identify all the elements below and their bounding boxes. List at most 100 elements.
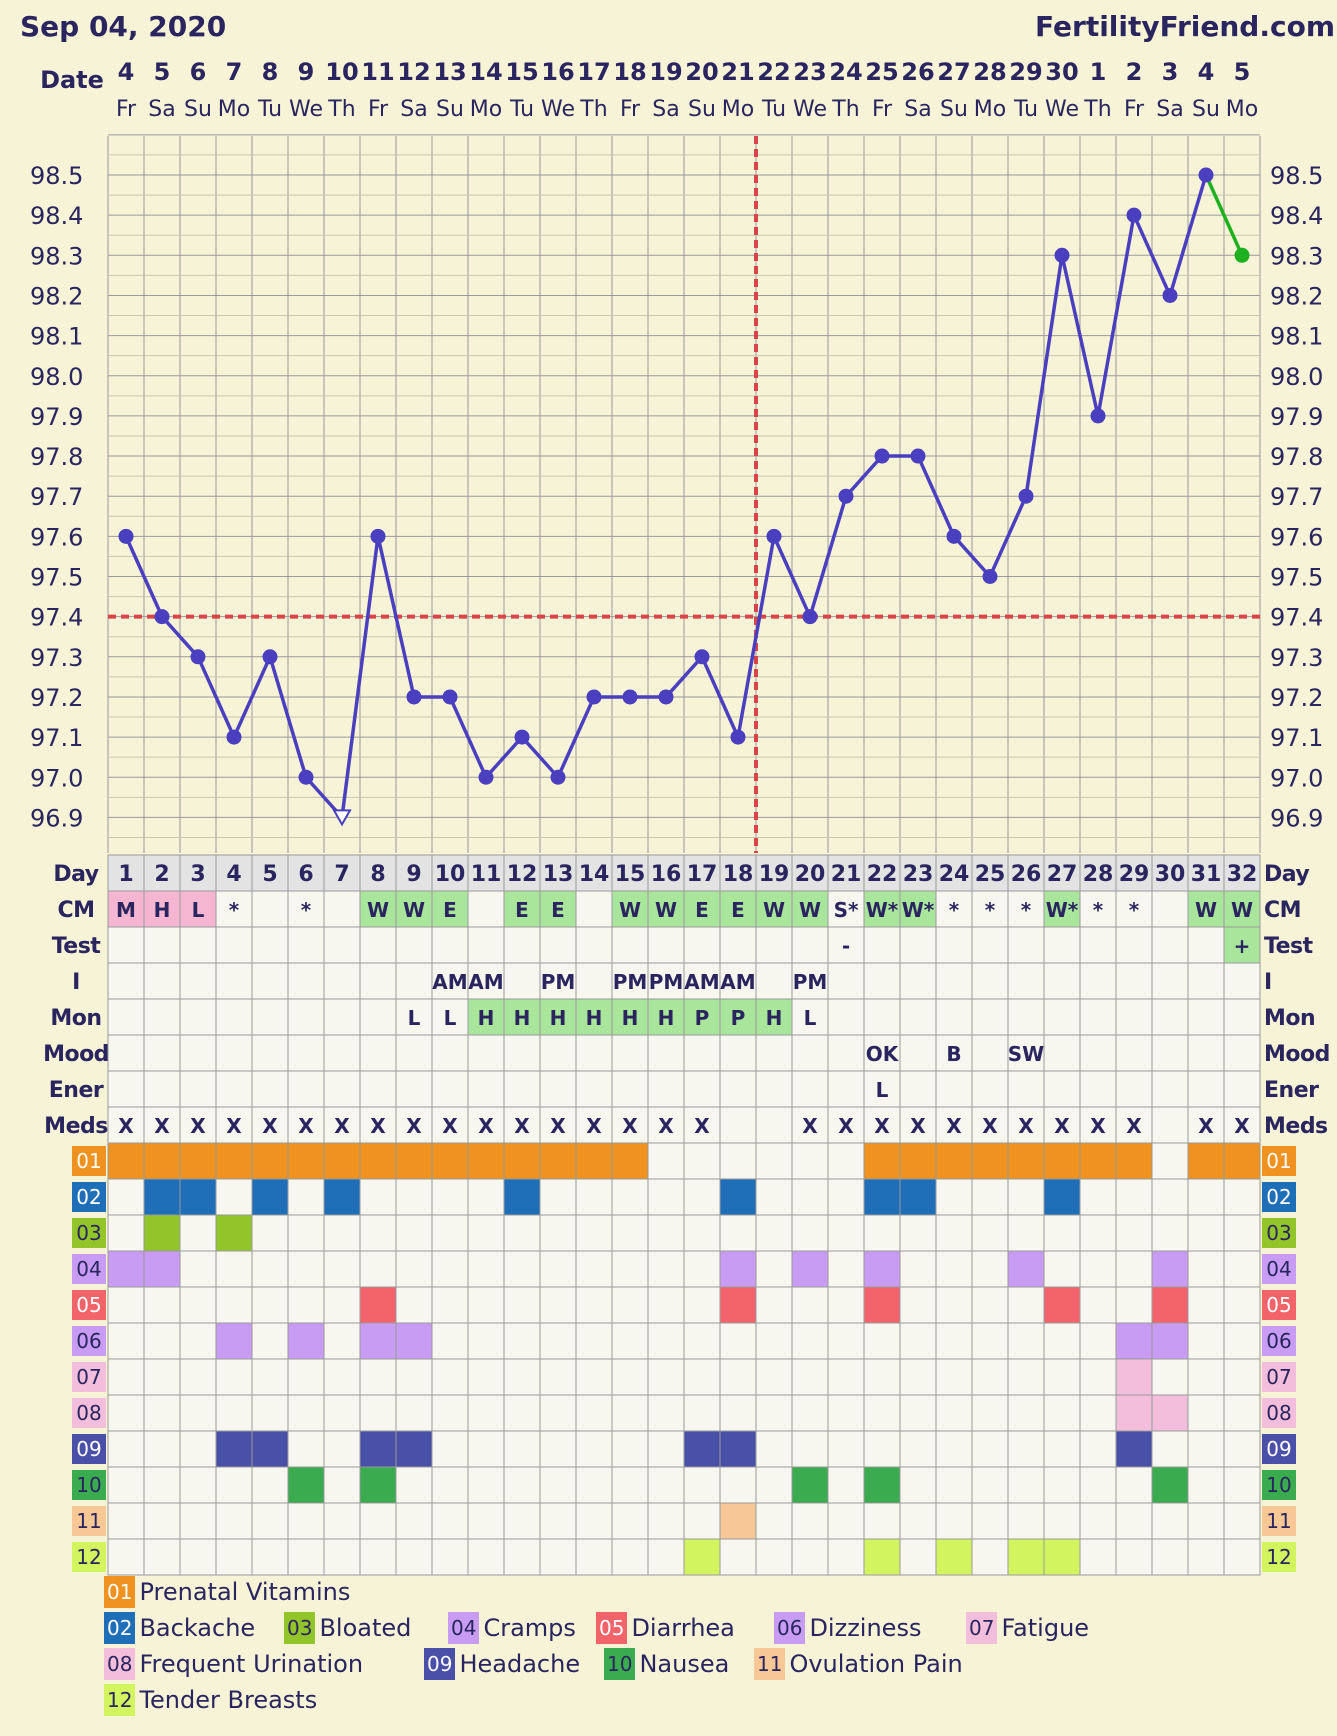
symptom-cell [647,1502,685,1540]
intercourse-cell [539,962,577,1000]
energy-cell [575,1070,613,1108]
legend-swatch: 06 [774,1612,806,1644]
temperature-point [910,448,926,464]
test-cell [647,926,685,964]
cm-value: W [1195,898,1217,922]
meds-value: X [1198,1114,1214,1138]
temperature-point [1162,287,1178,303]
day-value: 4 [226,862,241,887]
y-tick-left: 97.2 [30,684,83,712]
monitor-value: H [766,1006,783,1030]
temperature-point [514,729,530,745]
date-label: 1 [1090,58,1107,86]
temperature-point [946,528,962,544]
symptom-cell [107,1286,145,1324]
test-cell [1115,926,1153,964]
symptom-cell [395,1502,433,1540]
symptom-cell-on [1043,1178,1081,1216]
symptom-cell-on [539,1142,577,1180]
date-row-label: Date [40,66,104,94]
symptom-code-right-bg [1262,1542,1296,1572]
symptom-cell [1187,1430,1225,1468]
intercourse-cell [323,962,361,1000]
symptom-cell [755,1394,793,1432]
day-value: 29 [1119,862,1150,887]
energy-cell [431,1070,469,1108]
symptom-cell [1043,1250,1081,1288]
legend-item-frequent-urination: 08 Frequent Urination [104,1648,363,1680]
weekday-label: Th [1083,97,1111,122]
symptom-cell [935,1322,973,1360]
cm-cell [1151,890,1189,928]
intercourse-value: AM [684,970,719,994]
monitor-value: P [731,1006,746,1030]
symptom-cell-on [1043,1538,1081,1576]
symptom-cell [899,1286,937,1324]
symptom-cell [683,1142,721,1180]
temperature-point [730,729,746,745]
meds-cell [647,1106,685,1144]
symptom-cell [1115,1214,1153,1252]
symptom-cell-on [719,1286,757,1324]
cm-value: E [731,898,745,922]
symptom-cell-on [1151,1286,1189,1324]
symptom-cell-on [395,1430,433,1468]
symptom-cell-on [1151,1322,1189,1360]
symptom-cell [503,1394,541,1432]
temperature-point [226,729,242,745]
intercourse-cell [215,962,253,1000]
symptom-cell [251,1538,289,1576]
symptom-cell [611,1358,649,1396]
y-tick-right: 98.4 [1270,202,1323,230]
weekday-label: Mo [722,97,754,122]
symptom-cell [899,1358,937,1396]
symptom-cell-on [1007,1538,1045,1576]
monitor-cell [863,998,901,1036]
day-value: 22 [867,862,898,887]
symptom-cell [863,1322,901,1360]
test-cell [719,926,757,964]
symptom-cell-on [683,1430,721,1468]
row-label-right: Mon [1264,1006,1315,1031]
day-value: 31 [1191,862,1222,887]
intercourse-value: AM [468,970,503,994]
symptom-code-left: 04 [76,1257,101,1281]
symptom-code-right: 05 [1266,1293,1291,1317]
symptom-cell [1043,1214,1081,1252]
symptom-cell [503,1502,541,1540]
symptom-cell [215,1466,253,1504]
meds-cell [323,1106,361,1144]
symptom-code-right-bg [1262,1362,1296,1392]
symptom-code-left: 01 [76,1149,101,1173]
temperature-point [118,528,134,544]
day-cell [431,854,469,892]
symptom-cell-on [1115,1358,1153,1396]
symptom-cell [431,1358,469,1396]
monitor-cell [179,998,217,1036]
symptom-cell [647,1214,685,1252]
symptom-cell [467,1322,505,1360]
symptom-cell [827,1322,865,1360]
symptom-code-right-bg [1262,1470,1296,1500]
symptom-cell [467,1358,505,1396]
symptom-cell [539,1250,577,1288]
monitor-value: H [478,1006,495,1030]
symptom-cell [467,1466,505,1504]
date-label: 13 [433,58,466,86]
symptom-cell-on [143,1142,181,1180]
legend-label: Prenatal Vitamins [139,1578,351,1606]
symptom-cell [863,1358,901,1396]
symptom-cell [647,1250,685,1288]
row-label-left: Meds [44,1114,108,1139]
cm-value: W* [902,898,935,922]
symptom-cell [683,1394,721,1432]
intercourse-cell [683,962,721,1000]
symptom-cell [287,1250,325,1288]
symptom-cell [287,1394,325,1432]
y-tick-right: 97.3 [1270,644,1323,672]
symptom-code-right: 12 [1266,1545,1291,1569]
y-tick-left: 97.0 [30,764,83,792]
symptom-cell [791,1538,829,1576]
test-cell [431,926,469,964]
test-cell [1007,926,1045,964]
